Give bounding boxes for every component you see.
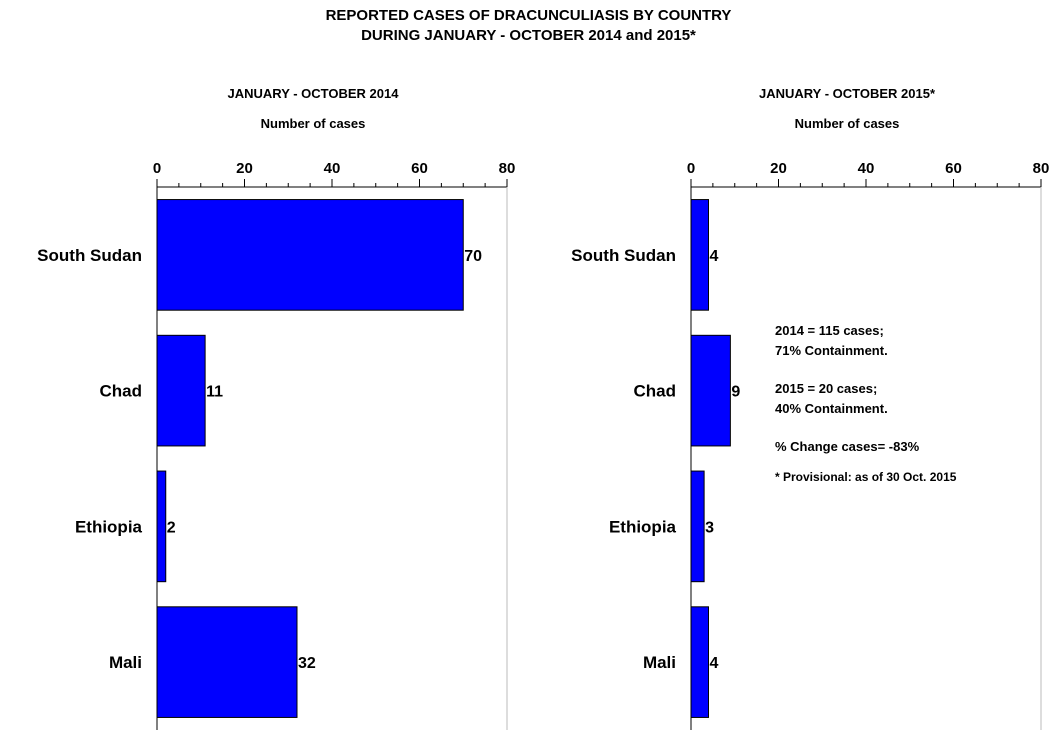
- left-bar: [156, 199, 464, 311]
- left-tick-label: 80: [499, 160, 516, 177]
- right-data-label: 4: [710, 655, 719, 672]
- right-category-label: Ethiopia: [609, 517, 677, 536]
- right-bar: [690, 334, 731, 447]
- note-provisional: * Provisional: as of 30 Oct. 2015: [775, 470, 957, 484]
- left-data-label: 70: [464, 248, 482, 265]
- left-tick-label: 20: [236, 160, 253, 177]
- left-category-label: South Sudan: [37, 246, 142, 265]
- chart-title-line-1: REPORTED CASES OF DRACUNCULIASIS BY COUN…: [325, 7, 732, 24]
- right-tick-label: 60: [945, 160, 962, 177]
- left-data-label: 11: [206, 384, 223, 401]
- right-data-label: 9: [731, 384, 740, 401]
- left-data-label: 2: [167, 519, 176, 536]
- right-tick-label: 40: [858, 160, 875, 177]
- left-bar: [156, 334, 206, 447]
- right-bar: [690, 606, 709, 718]
- right-data-label: 4: [710, 248, 719, 265]
- right-panel-title: JANUARY - OCTOBER 2015*: [758, 86, 936, 101]
- left-bar: [156, 470, 167, 583]
- summary-notes: 2014 = 115 cases; 71% Containment. 2015 …: [775, 321, 956, 487]
- left-bar: [156, 606, 298, 718]
- right-category-label: Chad: [634, 382, 677, 401]
- left-panel-title: JANUARY - OCTOBER 2014: [227, 86, 399, 101]
- note-2015-cases: 2015 = 20 cases;: [775, 381, 878, 396]
- right-tick-label: 20: [770, 160, 787, 177]
- left-panel-xlabel: Number of cases: [260, 116, 366, 131]
- right-tick-label: 80: [1033, 160, 1050, 177]
- note-2015-containment: 40% Containment.: [775, 401, 888, 416]
- left-category-label: Mali: [109, 653, 142, 672]
- note-2014-containment: 71% Containment.: [775, 343, 888, 358]
- right-tick-label: 0: [687, 160, 695, 177]
- right-category-label: South Sudan: [571, 246, 676, 265]
- right-panel-xlabel: Number of cases: [794, 116, 900, 131]
- left-category-label: Chad: [100, 382, 143, 401]
- left-tick-label: 0: [153, 160, 161, 177]
- left-category-label: Ethiopia: [75, 517, 143, 536]
- note-2014-cases: 2014 = 115 cases;: [775, 323, 884, 338]
- left-data-label: 32: [298, 655, 316, 672]
- right-data-label: 3: [705, 519, 714, 536]
- left-tick-label: 60: [411, 160, 428, 177]
- right-bar: [690, 470, 705, 583]
- left-tick-label: 40: [324, 160, 341, 177]
- note-percent-change: % Change cases= -83%: [775, 439, 920, 454]
- right-bar: [690, 199, 709, 311]
- chart-title-line-2: DURING JANUARY - OCTOBER 2014 and 2015*: [361, 27, 696, 44]
- right-category-label: Mali: [643, 653, 676, 672]
